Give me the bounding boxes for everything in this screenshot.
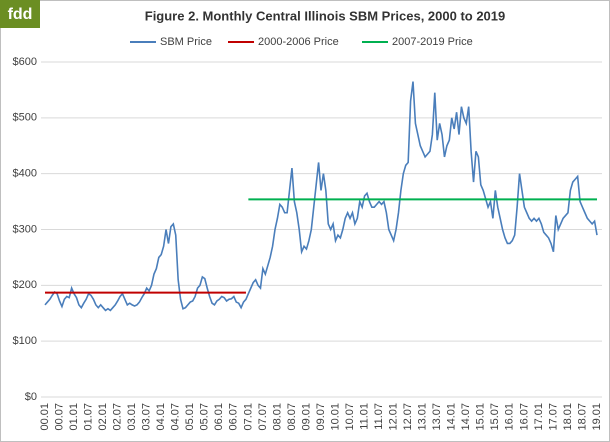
- logo: fdd: [8, 6, 33, 23]
- x-tick-label: 07.07: [257, 403, 269, 431]
- x-tick-label: 08.01: [271, 403, 283, 431]
- x-tick-label: 03.07: [141, 403, 153, 431]
- x-tick-label: 14.01: [446, 403, 458, 431]
- x-tick-label: 16.01: [504, 403, 516, 431]
- y-tick-label: $200: [13, 279, 37, 291]
- x-tick-label: 17.01: [533, 403, 545, 431]
- x-tick-label: 17.07: [547, 403, 559, 431]
- series-line: [44, 81, 598, 312]
- x-tick-label: 12.01: [388, 403, 400, 431]
- x-tick-label: 00.01: [39, 403, 51, 431]
- x-tick-label: 01.01: [68, 403, 80, 431]
- y-tick-label: $100: [13, 335, 37, 347]
- x-tick-label: 06.07: [228, 403, 240, 431]
- x-tick-label: 02.07: [112, 403, 124, 431]
- x-tick-label: 18.07: [576, 403, 588, 431]
- x-tick-label: 08.07: [286, 403, 298, 431]
- y-tick-label: $500: [13, 112, 37, 124]
- y-tick-label: $0: [25, 391, 37, 403]
- y-tick-label: $300: [13, 223, 37, 235]
- x-tick-label: 04.07: [170, 403, 182, 431]
- x-tick-label: 15.07: [489, 403, 501, 431]
- x-tick-label: 05.07: [199, 403, 211, 431]
- x-tick-label: 03.01: [126, 403, 138, 431]
- x-tick-label: 10.07: [344, 403, 356, 431]
- y-tick-label: $400: [13, 168, 37, 180]
- x-tick-label: 00.07: [53, 403, 65, 431]
- x-tick-label: 06.01: [213, 403, 225, 431]
- legend-label: 2000-2006 Price: [258, 36, 339, 48]
- legend: SBM Price 2000-2006 Price 2007-2019 Price: [130, 36, 473, 48]
- x-tick-label: 11.07: [373, 403, 385, 430]
- x-tick-label: 19.01: [591, 403, 603, 431]
- chart-title: Figure 2. Monthly Central Illinois SBM P…: [145, 8, 506, 23]
- x-tick-label: 12.07: [402, 403, 414, 431]
- x-tick-label: 13.07: [431, 403, 443, 431]
- x-tick-label: 13.01: [417, 403, 429, 431]
- x-tick-label: 09.07: [315, 403, 327, 431]
- x-tick-label: 01.07: [82, 403, 94, 431]
- legend-label: 2007-2019 Price: [392, 36, 473, 48]
- x-tick-label: 07.01: [242, 403, 254, 431]
- legend-label: SBM Price: [160, 36, 212, 48]
- x-tick-label: 15.01: [475, 403, 487, 431]
- x-tick-label: 05.01: [184, 403, 196, 431]
- x-tick-label: 14.07: [460, 403, 472, 431]
- x-tick-label: 11.01: [358, 403, 370, 430]
- x-tick-label: 18.01: [562, 403, 574, 431]
- x-tick-label: 16.07: [518, 403, 530, 431]
- x-tick-label: 02.01: [97, 403, 109, 431]
- x-tick-label: 04.01: [155, 403, 167, 431]
- logo-box: [0, 0, 40, 28]
- x-tick-label: 09.01: [300, 403, 312, 431]
- x-tick-label: 10.01: [329, 403, 341, 431]
- y-tick-label: $600: [13, 56, 37, 68]
